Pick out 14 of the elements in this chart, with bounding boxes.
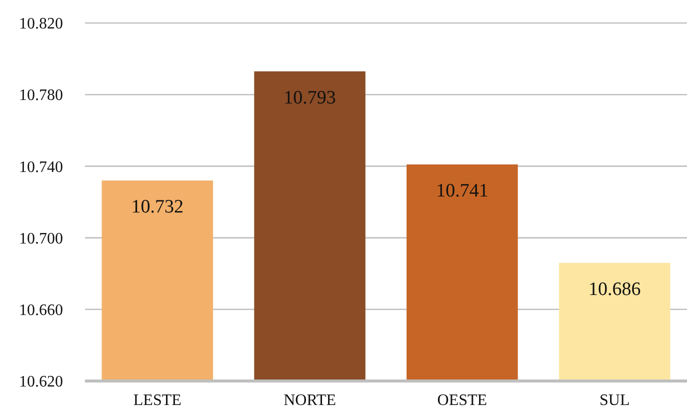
y-tick-label: 10.620 (19, 374, 63, 391)
data-label: 10.741 (436, 180, 488, 202)
data-label: 10.686 (588, 278, 641, 300)
y-tick-label: 10.700 (19, 230, 63, 248)
x-tick-label: OESTE (437, 392, 488, 409)
x-tick-label: NORTE (284, 392, 336, 409)
x-tick-label: SUL (599, 392, 630, 409)
data-label: 10.793 (284, 87, 336, 108)
data-label: 10.732 (131, 196, 184, 218)
y-tick-label: 10.660 (19, 302, 63, 319)
y-tick-label: 10.740 (19, 158, 63, 176)
y-tick-label: 10.820 (19, 16, 63, 33)
y-tick-label: 10.780 (19, 87, 63, 104)
x-tick-label: LESTE (133, 392, 182, 409)
